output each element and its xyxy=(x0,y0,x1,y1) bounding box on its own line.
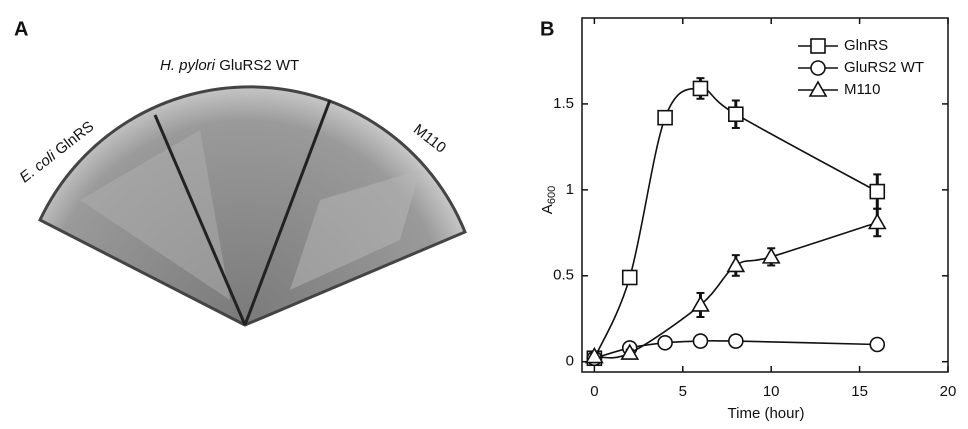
panel-a: A E. coli GlnRS H. pylori GluRS2 WT M110 xyxy=(14,18,467,327)
plate-photo xyxy=(38,85,467,327)
legend-marker xyxy=(810,60,826,76)
y-axis-label: A600 xyxy=(539,186,558,214)
marker xyxy=(657,334,673,351)
y-tick-label: 1 xyxy=(566,181,574,198)
legend-label: M110 xyxy=(844,81,880,98)
sector-line xyxy=(243,99,332,326)
y-tick-label: 1.5 xyxy=(553,95,574,112)
sector-line xyxy=(153,114,247,326)
marker xyxy=(867,212,887,230)
top-label: H. pylori GluRS2 WT xyxy=(160,57,299,74)
marker xyxy=(691,295,710,312)
x-tick-label: 10 xyxy=(763,383,780,400)
marker xyxy=(692,333,709,349)
legend-marker xyxy=(808,80,828,97)
fit-curve xyxy=(593,87,878,359)
marker xyxy=(869,183,886,200)
x-tick-label: 20 xyxy=(940,383,957,400)
marker xyxy=(761,247,781,264)
legend-label: GluRS2 WT xyxy=(844,59,924,76)
x-tick-label: 15 xyxy=(851,383,868,400)
x-axis-label: Time (hour) xyxy=(728,405,805,422)
marker xyxy=(728,106,744,123)
right-label: M110 xyxy=(410,121,449,157)
growth xyxy=(80,130,230,300)
plot-frame xyxy=(581,17,949,373)
y-tick-label: 0 xyxy=(566,353,574,370)
marker xyxy=(692,80,709,97)
x-tick-label: 5 xyxy=(679,383,687,400)
panel-b: B Time (hour) A600 0 5 10 15 20 0 0.5 1 1.5 GlnRS… xyxy=(539,17,957,422)
marker xyxy=(621,269,638,286)
marker xyxy=(726,255,746,273)
x-tick-label: 0 xyxy=(590,383,598,400)
marker xyxy=(657,109,673,126)
legend-label: GlnRS xyxy=(844,37,888,54)
marker xyxy=(728,333,744,349)
y-tick-label: 0.5 xyxy=(553,267,574,284)
marker xyxy=(620,343,640,360)
panel-label: A xyxy=(14,18,28,40)
marker xyxy=(869,336,886,353)
panel-label: B xyxy=(540,18,554,40)
growth xyxy=(290,170,420,290)
legend-marker xyxy=(810,38,826,54)
marker xyxy=(584,346,604,364)
